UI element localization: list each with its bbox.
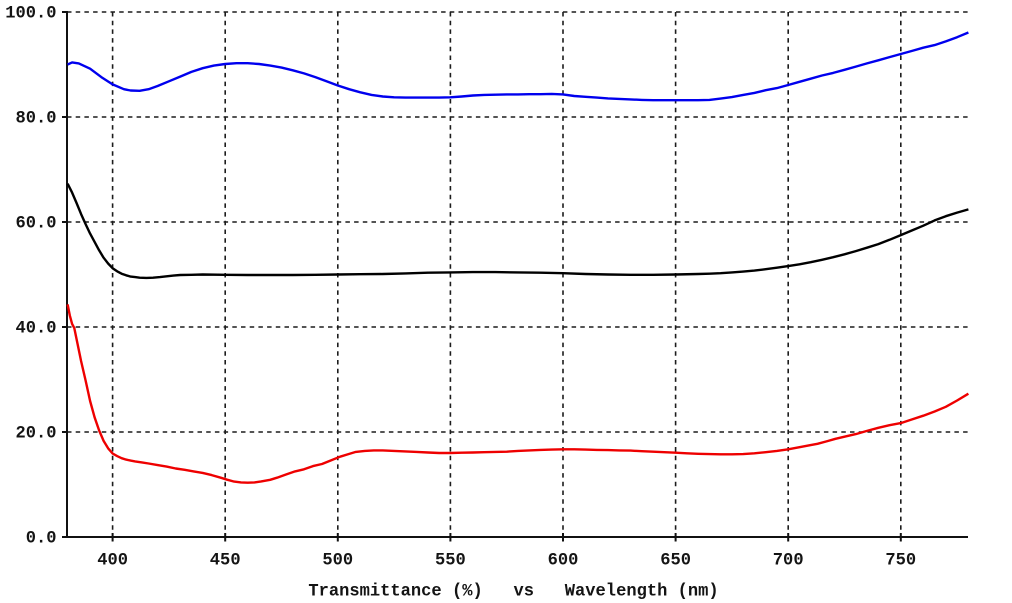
svg-text:550: 550 <box>435 552 466 571</box>
svg-text:100.0: 100.0 <box>5 5 56 24</box>
svg-text:80.0: 80.0 <box>15 110 56 129</box>
svg-text:700: 700 <box>773 552 804 571</box>
svg-text:Transmittance (%) vs Wavel: Transmittance (%) vs Wavelength (nm) <box>308 583 718 602</box>
svg-text:600: 600 <box>548 552 579 571</box>
svg-text:500: 500 <box>322 552 353 571</box>
svg-text:650: 650 <box>660 552 691 571</box>
svg-text:450: 450 <box>210 552 241 571</box>
svg-text:40.0: 40.0 <box>15 320 56 339</box>
svg-text:0.0: 0.0 <box>26 530 57 549</box>
svg-text:400: 400 <box>97 552 128 571</box>
svg-text:60.0: 60.0 <box>15 215 56 234</box>
svg-text:750: 750 <box>885 552 916 571</box>
svg-text:20.0: 20.0 <box>15 425 56 444</box>
